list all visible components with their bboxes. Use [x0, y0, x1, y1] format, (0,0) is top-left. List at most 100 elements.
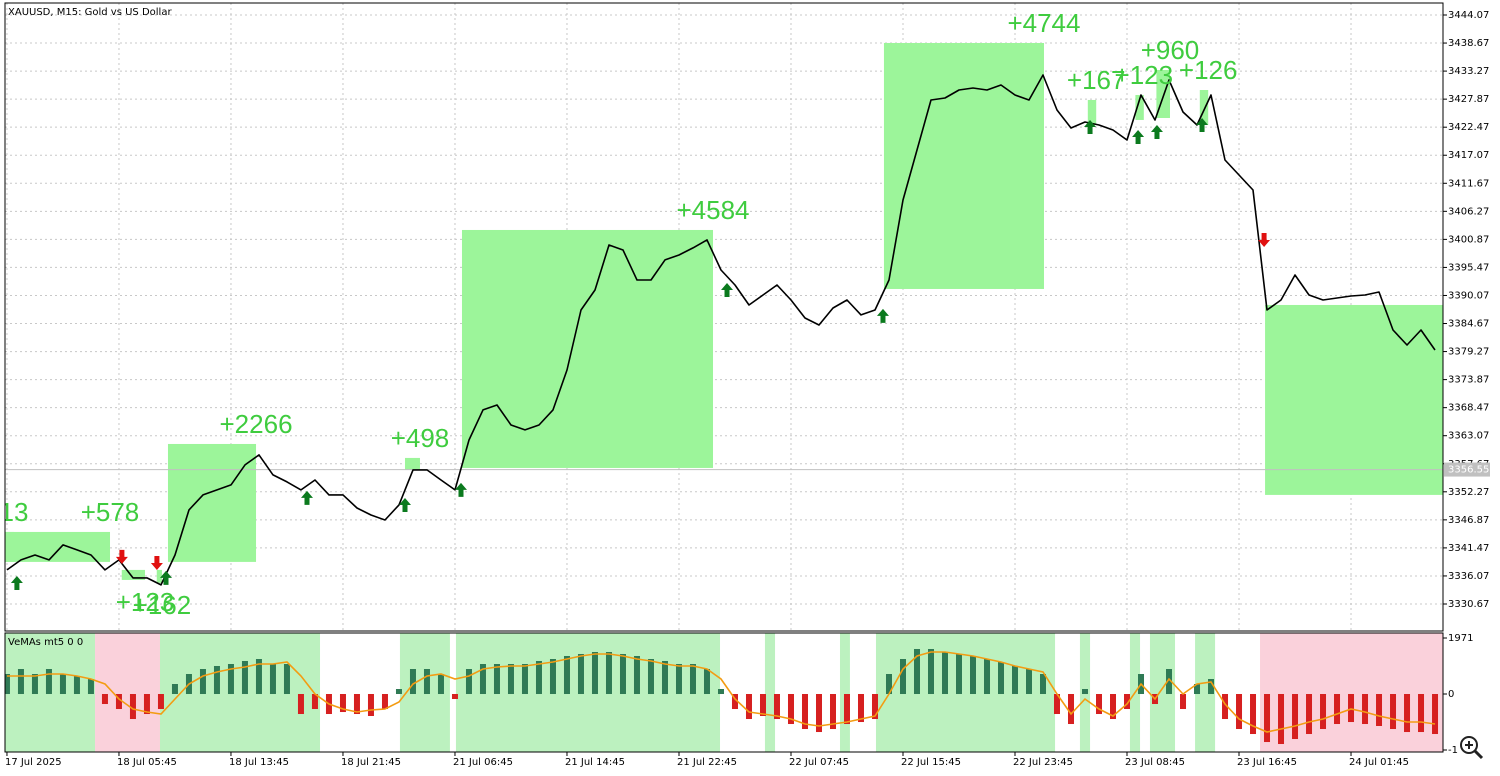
histogram-bar	[311, 694, 318, 710]
histogram-bar	[1166, 669, 1173, 695]
signal-box	[1265, 304, 1443, 495]
x-tick-label: 18 Jul 21:45	[341, 757, 401, 768]
histogram-bar	[5, 674, 10, 695]
histogram-bar	[843, 694, 850, 725]
histogram-bar	[1404, 694, 1411, 733]
histogram-bar	[1180, 694, 1187, 710]
histogram-bar	[619, 653, 626, 695]
histogram-bar	[998, 662, 1005, 695]
histogram-bar	[255, 658, 262, 695]
histogram-bar	[1390, 694, 1397, 730]
signal-label: +578	[81, 497, 140, 527]
y-tick-label: 3379.27	[1448, 347, 1489, 358]
signal-label: 13	[0, 497, 28, 527]
signal-box	[156, 569, 162, 583]
x-tick-label: 22 Jul 23:45	[1013, 757, 1073, 768]
price-frame	[4, 2, 1444, 632]
y-tick-label: 3368.47	[1448, 403, 1489, 414]
histogram-bar	[521, 664, 528, 695]
zoom-handle	[1473, 749, 1484, 760]
histogram-bar	[423, 669, 430, 695]
signal-label: +498	[391, 423, 450, 453]
histogram-bar	[927, 648, 934, 695]
buy-arrow	[300, 490, 313, 505]
histogram-bar	[591, 652, 598, 695]
histogram-bar	[213, 665, 220, 695]
signal-box	[404, 457, 420, 470]
signal-box	[121, 569, 146, 580]
signal-label: +4584	[676, 195, 749, 225]
histogram-bar	[507, 664, 514, 695]
x-tick-label: 18 Jul 05:45	[117, 757, 177, 768]
histogram-bar	[661, 660, 668, 695]
histogram-bar	[955, 653, 962, 695]
indicator-title: VeMAs mt5 0 0	[8, 637, 83, 648]
histogram-bar	[1320, 694, 1327, 730]
histogram-bar	[941, 652, 948, 695]
histogram-bar	[675, 664, 682, 695]
histogram-bar	[801, 694, 808, 730]
signal-box	[167, 443, 257, 562]
signal-zone	[159, 633, 321, 752]
x-tick-label: 23 Jul 16:45	[1237, 757, 1297, 768]
histogram-bar	[1040, 674, 1047, 695]
histogram-bar	[227, 664, 234, 695]
histogram-bar	[171, 684, 178, 695]
y-tick-label: 1971	[1448, 633, 1473, 644]
x-tick-label: 24 Jul 01:45	[1349, 757, 1409, 768]
histogram-bar	[1376, 694, 1383, 727]
y-tick-label: 3438.67	[1448, 38, 1489, 49]
signal-label: +162	[133, 590, 192, 620]
histogram-bar	[1306, 694, 1313, 735]
histogram-bar	[1348, 694, 1355, 723]
histogram-bar	[647, 658, 654, 695]
buy-arrow	[160, 570, 173, 585]
histogram-bar	[115, 694, 122, 710]
histogram-bar	[1054, 694, 1061, 715]
histogram-bar	[283, 664, 290, 695]
y-tick-label: 3417.07	[1448, 150, 1489, 161]
histogram-bar	[465, 669, 472, 695]
histogram-bar	[633, 655, 640, 695]
histogram-bar	[451, 694, 458, 700]
histogram-bar	[297, 694, 304, 715]
y-tick-label: 3373.87	[1448, 375, 1489, 386]
histogram-bar	[241, 660, 248, 695]
axes: 3444.07 3438.67 3433.27 3427.87 3422.47 3417.…	[5, 10, 1490, 768]
x-tick-label: 18 Jul 13:45	[229, 757, 289, 768]
histogram-bar	[857, 694, 864, 723]
y-tick-label: 3444.07	[1448, 10, 1489, 21]
x-tick-label: 21 Jul 22:45	[677, 757, 737, 768]
histogram-bar	[1236, 694, 1243, 730]
histogram-bar	[101, 694, 108, 705]
histogram-bar	[129, 694, 136, 720]
buy-arrow	[1084, 119, 1097, 134]
histogram-bar	[605, 652, 612, 695]
y-tick-label: 3422.47	[1448, 122, 1489, 133]
current-price-tag	[1444, 462, 1490, 477]
histogram-bar	[535, 660, 542, 695]
signal-box	[883, 42, 1044, 289]
buy-arrow	[1150, 124, 1163, 139]
signal-line	[7, 651, 1436, 733]
histogram-bar	[45, 669, 52, 695]
x-tick-label: 23 Jul 08:45	[1125, 757, 1185, 768]
zoom-icon[interactable]	[1460, 736, 1484, 760]
histogram-bar	[1096, 694, 1103, 715]
histogram-bar	[1208, 679, 1215, 695]
buy-arrow	[1196, 118, 1209, 133]
histogram-bar	[1194, 684, 1201, 695]
histogram-bar	[773, 694, 780, 720]
histogram-bar	[871, 694, 878, 720]
histogram-bar	[1222, 694, 1229, 720]
histogram-bar	[577, 653, 584, 695]
histogram-bar	[59, 674, 66, 695]
histogram-bar	[703, 669, 710, 695]
histogram-bar	[269, 664, 276, 695]
signal-box	[1199, 89, 1209, 126]
histogram-bar	[731, 694, 738, 710]
chart-title: XAUUSD, M15: Gold vs US Dollar	[8, 7, 172, 18]
histogram-bar	[17, 669, 24, 695]
x-tick-label: 21 Jul 14:45	[565, 757, 625, 768]
signal-label: +126	[1179, 55, 1238, 85]
